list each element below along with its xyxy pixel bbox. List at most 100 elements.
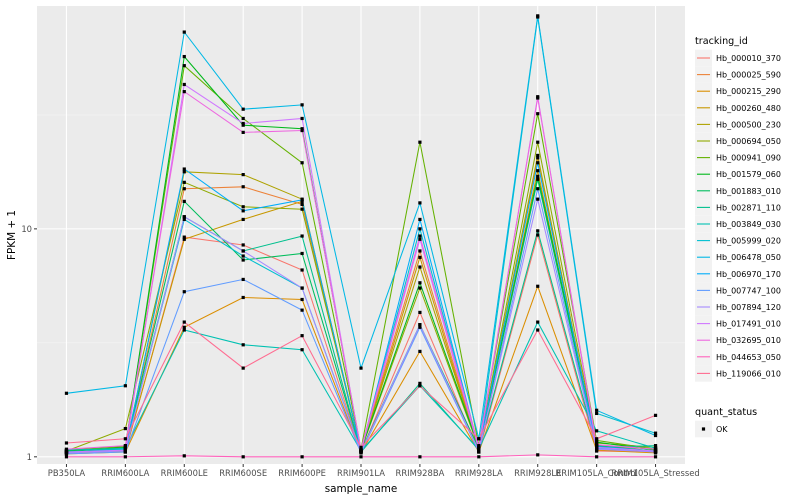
data-point bbox=[241, 366, 245, 370]
data-point bbox=[595, 445, 599, 449]
legend-entry-label: Hb_002871_110 bbox=[716, 203, 781, 212]
legend-key-point bbox=[701, 427, 706, 431]
data-point bbox=[418, 249, 422, 253]
data-point bbox=[182, 187, 186, 191]
data-point bbox=[536, 156, 540, 160]
data-point bbox=[241, 455, 245, 459]
legend-entry-label: Hb_032695_010 bbox=[716, 336, 781, 345]
data-point bbox=[536, 233, 540, 237]
data-point bbox=[418, 325, 422, 329]
data-point bbox=[418, 455, 422, 459]
data-point bbox=[241, 205, 245, 209]
data-point bbox=[300, 251, 304, 256]
legend-entry-label: Hb_119066_010 bbox=[716, 369, 781, 378]
data-point bbox=[418, 255, 422, 259]
data-point bbox=[359, 449, 363, 453]
data-point bbox=[300, 103, 304, 107]
legend-entry-label: Hb_006478_050 bbox=[716, 253, 781, 262]
data-point bbox=[182, 82, 186, 87]
legend-entry-label: Hb_017491_010 bbox=[716, 320, 781, 329]
data-point bbox=[300, 234, 304, 238]
data-point bbox=[418, 310, 422, 315]
data-point bbox=[241, 295, 245, 300]
data-point bbox=[536, 328, 540, 332]
legend-entry-label: Hb_000941_090 bbox=[716, 154, 781, 163]
legend-entry-label: Hb_001579_060 bbox=[716, 170, 781, 179]
data-point bbox=[241, 209, 245, 213]
data-point bbox=[123, 384, 127, 388]
legend-entry-label: Hb_044653_050 bbox=[716, 353, 781, 362]
legend-entry-label: Hb_000500_230 bbox=[716, 120, 781, 129]
legend-entry-label: Hb_000010_370 bbox=[716, 54, 781, 63]
data-point bbox=[64, 447, 69, 451]
x-tick-label: RRIM105LA_Stressed bbox=[611, 468, 699, 478]
data-point bbox=[595, 437, 599, 441]
x-tick-label: PB350LA bbox=[48, 468, 86, 478]
legend-entry-label: Hb_007747_100 bbox=[716, 286, 781, 295]
data-point bbox=[182, 180, 186, 184]
data-point bbox=[418, 201, 422, 205]
legend-entry-label: Hb_006970_170 bbox=[716, 270, 781, 279]
data-point bbox=[536, 177, 540, 181]
data-point bbox=[536, 174, 540, 178]
data-point bbox=[653, 433, 658, 438]
data-point bbox=[477, 455, 481, 459]
data-point bbox=[359, 366, 363, 370]
data-point bbox=[182, 90, 186, 94]
data-point bbox=[418, 323, 422, 327]
y-tick-label: 10 bbox=[21, 224, 32, 234]
data-point bbox=[241, 130, 245, 134]
data-point bbox=[536, 14, 540, 18]
data-point bbox=[241, 277, 245, 282]
data-point bbox=[182, 320, 186, 324]
x-tick-label: RRIM928BA bbox=[396, 468, 445, 478]
data-point bbox=[418, 227, 422, 231]
legend-entry-label: Hb_003849_030 bbox=[716, 220, 781, 229]
data-point bbox=[182, 30, 186, 34]
data-point bbox=[123, 455, 127, 459]
data-point bbox=[536, 229, 540, 233]
data-point bbox=[359, 455, 363, 459]
data-point bbox=[300, 116, 304, 121]
data-point bbox=[418, 281, 422, 285]
axes: 1 10 PB350LA RRIM600LA RRIM600LE RRIM600SE RRI… bbox=[21, 224, 699, 478]
data-point bbox=[241, 116, 245, 121]
y-axis-title: FPKM + 1 bbox=[6, 210, 18, 260]
data-point bbox=[595, 443, 599, 447]
data-point bbox=[595, 455, 599, 459]
data-point bbox=[300, 127, 304, 131]
data-point bbox=[241, 185, 245, 189]
data-point bbox=[241, 121, 245, 126]
data-point bbox=[300, 268, 304, 272]
x-axis-title: sample_name bbox=[325, 483, 397, 495]
data-point bbox=[123, 426, 127, 431]
data-point bbox=[418, 384, 422, 388]
data-point bbox=[418, 237, 422, 241]
data-point bbox=[300, 286, 304, 290]
data-point bbox=[241, 343, 245, 347]
data-point bbox=[595, 408, 599, 412]
data-point bbox=[477, 449, 481, 453]
x-tick-label: RRIM928LA bbox=[455, 468, 503, 478]
data-point bbox=[182, 167, 186, 171]
legend-entry-label: Hb_000025_590 bbox=[716, 71, 781, 80]
data-point bbox=[595, 440, 599, 444]
data-point bbox=[123, 437, 127, 441]
x-tick-label: RRIM105LA_Control bbox=[555, 468, 637, 478]
shape-legend-title: quant_status bbox=[695, 407, 757, 418]
data-point bbox=[300, 128, 304, 133]
data-point bbox=[536, 320, 540, 324]
data-point bbox=[536, 453, 540, 457]
data-point bbox=[536, 197, 540, 201]
data-point bbox=[241, 249, 245, 253]
data-point bbox=[536, 112, 540, 116]
data-point bbox=[653, 455, 658, 459]
data-point bbox=[300, 348, 304, 352]
data-point bbox=[418, 286, 422, 290]
data-point bbox=[536, 140, 540, 144]
data-point bbox=[536, 169, 540, 173]
data-point bbox=[536, 161, 540, 165]
data-point bbox=[300, 455, 304, 459]
x-tick-label: RRIM600PE bbox=[278, 468, 326, 478]
legend-entry-label: Hb_007894_120 bbox=[716, 303, 781, 312]
